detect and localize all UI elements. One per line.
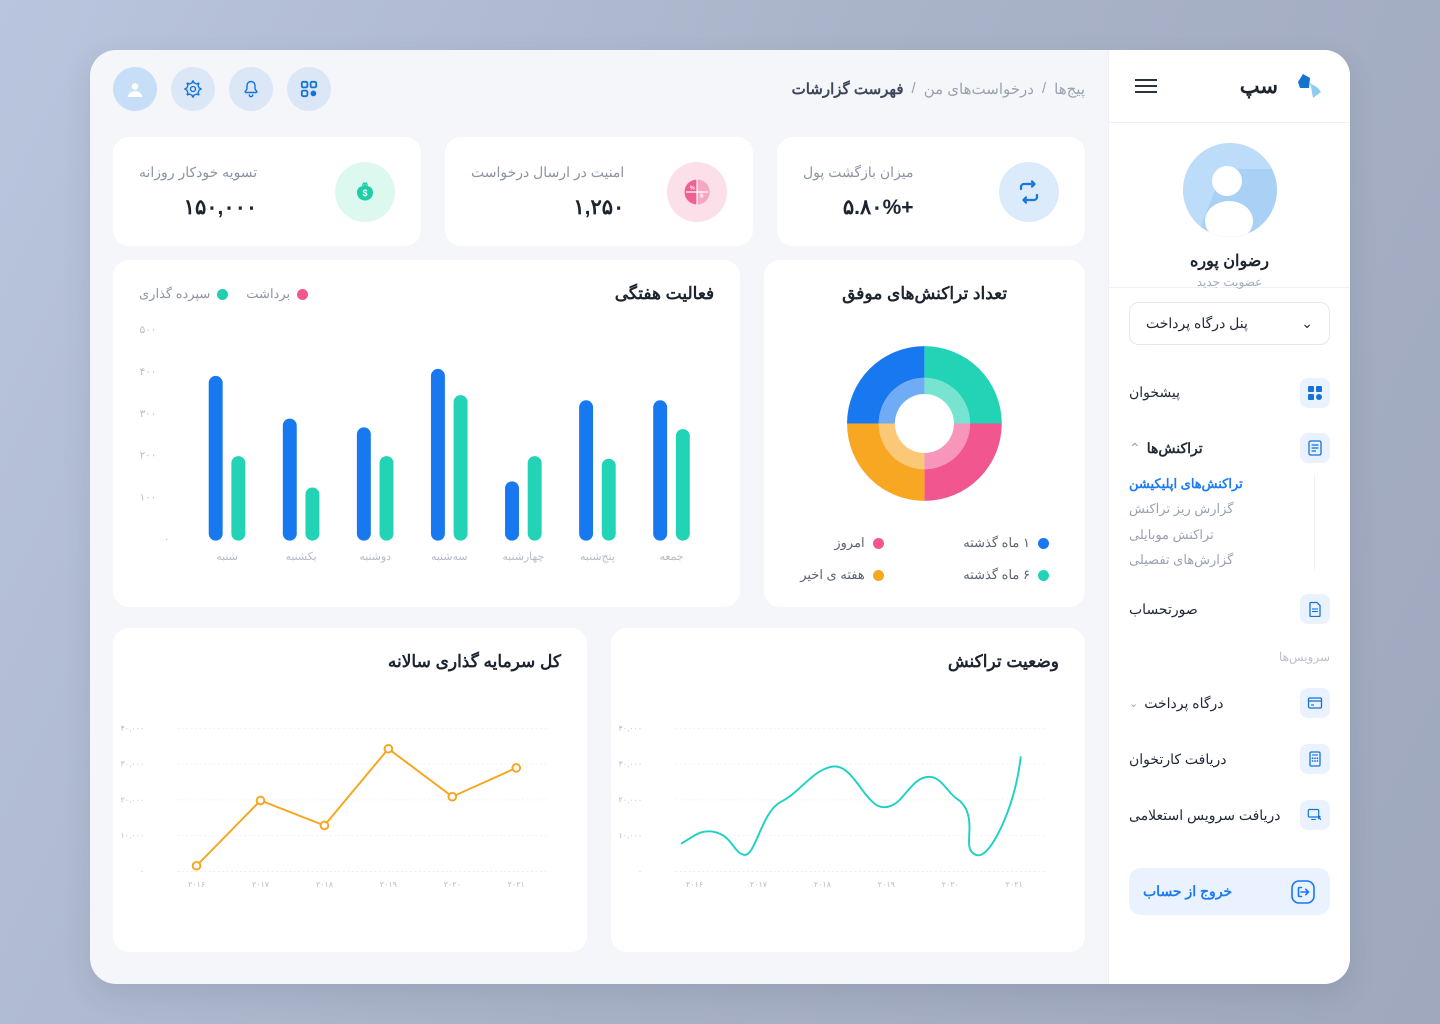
svg-text:یکشنبه: یکشنبه	[286, 551, 317, 563]
svg-text:۱۰,۰۰۰: ۱۰,۰۰۰	[120, 831, 144, 840]
svg-text:۲۰۲۰: ۲۰۲۰	[942, 880, 959, 889]
svg-text:۲۰۱۸: ۲۰۱۸	[814, 880, 832, 889]
svg-text:۳۰,۰۰۰: ۳۰,۰۰۰	[120, 760, 144, 769]
svg-text:۲۰۲۱: ۲۰۲۱	[1006, 880, 1023, 889]
svg-text:۲۰,۰۰۰: ۲۰,۰۰۰	[618, 795, 642, 804]
svg-text:۲۰,۰۰۰: ۲۰,۰۰۰	[120, 795, 144, 804]
svg-text:۱۰۰: ۱۰۰	[140, 493, 157, 504]
svg-text:۰: ۰	[140, 867, 144, 876]
svg-text:جمعه: جمعه	[659, 551, 683, 563]
svg-text:چهارشنبه: چهارشنبه	[502, 551, 544, 563]
svg-text:۲۰۱۶: ۲۰۱۶	[188, 880, 205, 889]
svg-text:۲۰۱۹: ۲۰۱۹	[878, 880, 895, 889]
svg-text:$: $	[362, 187, 367, 197]
svg-text:۴۰۰: ۴۰۰	[140, 367, 157, 378]
svg-text:پنج‌شنبه: پنج‌شنبه	[580, 551, 615, 563]
svg-text:۰: ۰	[164, 534, 170, 545]
svg-text:شنبه: شنبه	[216, 551, 238, 563]
svg-text:۲۰۱۷: ۲۰۱۷	[252, 880, 270, 889]
svg-text:۲۰۰: ۲۰۰	[140, 451, 157, 462]
svg-text:۲۰۲۱: ۲۰۲۱	[508, 880, 525, 889]
svg-text:سه‌شنبه: سه‌شنبه	[431, 551, 467, 563]
svg-text:۲۰۱۹: ۲۰۱۹	[380, 880, 397, 889]
svg-text:۳۰۰: ۳۰۰	[140, 409, 157, 420]
svg-text:۴۰,۰۰۰: ۴۰,۰۰۰	[618, 724, 642, 733]
svg-text:۲۰۱۸: ۲۰۱۸	[316, 880, 334, 889]
svg-text:%: %	[690, 185, 695, 191]
svg-text:دوشنبه: دوشنبه	[359, 551, 391, 563]
svg-text:۲۰۱۷: ۲۰۱۷	[750, 880, 768, 889]
svg-text:۵۰۰: ۵۰۰	[140, 325, 157, 336]
svg-text:۲۰۱۶: ۲۰۱۶	[686, 880, 703, 889]
svg-text:۳۰,۰۰۰: ۳۰,۰۰۰	[618, 760, 642, 769]
svg-text:۱۰,۰۰۰: ۱۰,۰۰۰	[618, 831, 642, 840]
svg-text:۴۰,۰۰۰: ۴۰,۰۰۰	[120, 724, 144, 733]
svg-text:۰: ۰	[638, 867, 642, 876]
svg-text:۲۰۲۰: ۲۰۲۰	[444, 880, 461, 889]
